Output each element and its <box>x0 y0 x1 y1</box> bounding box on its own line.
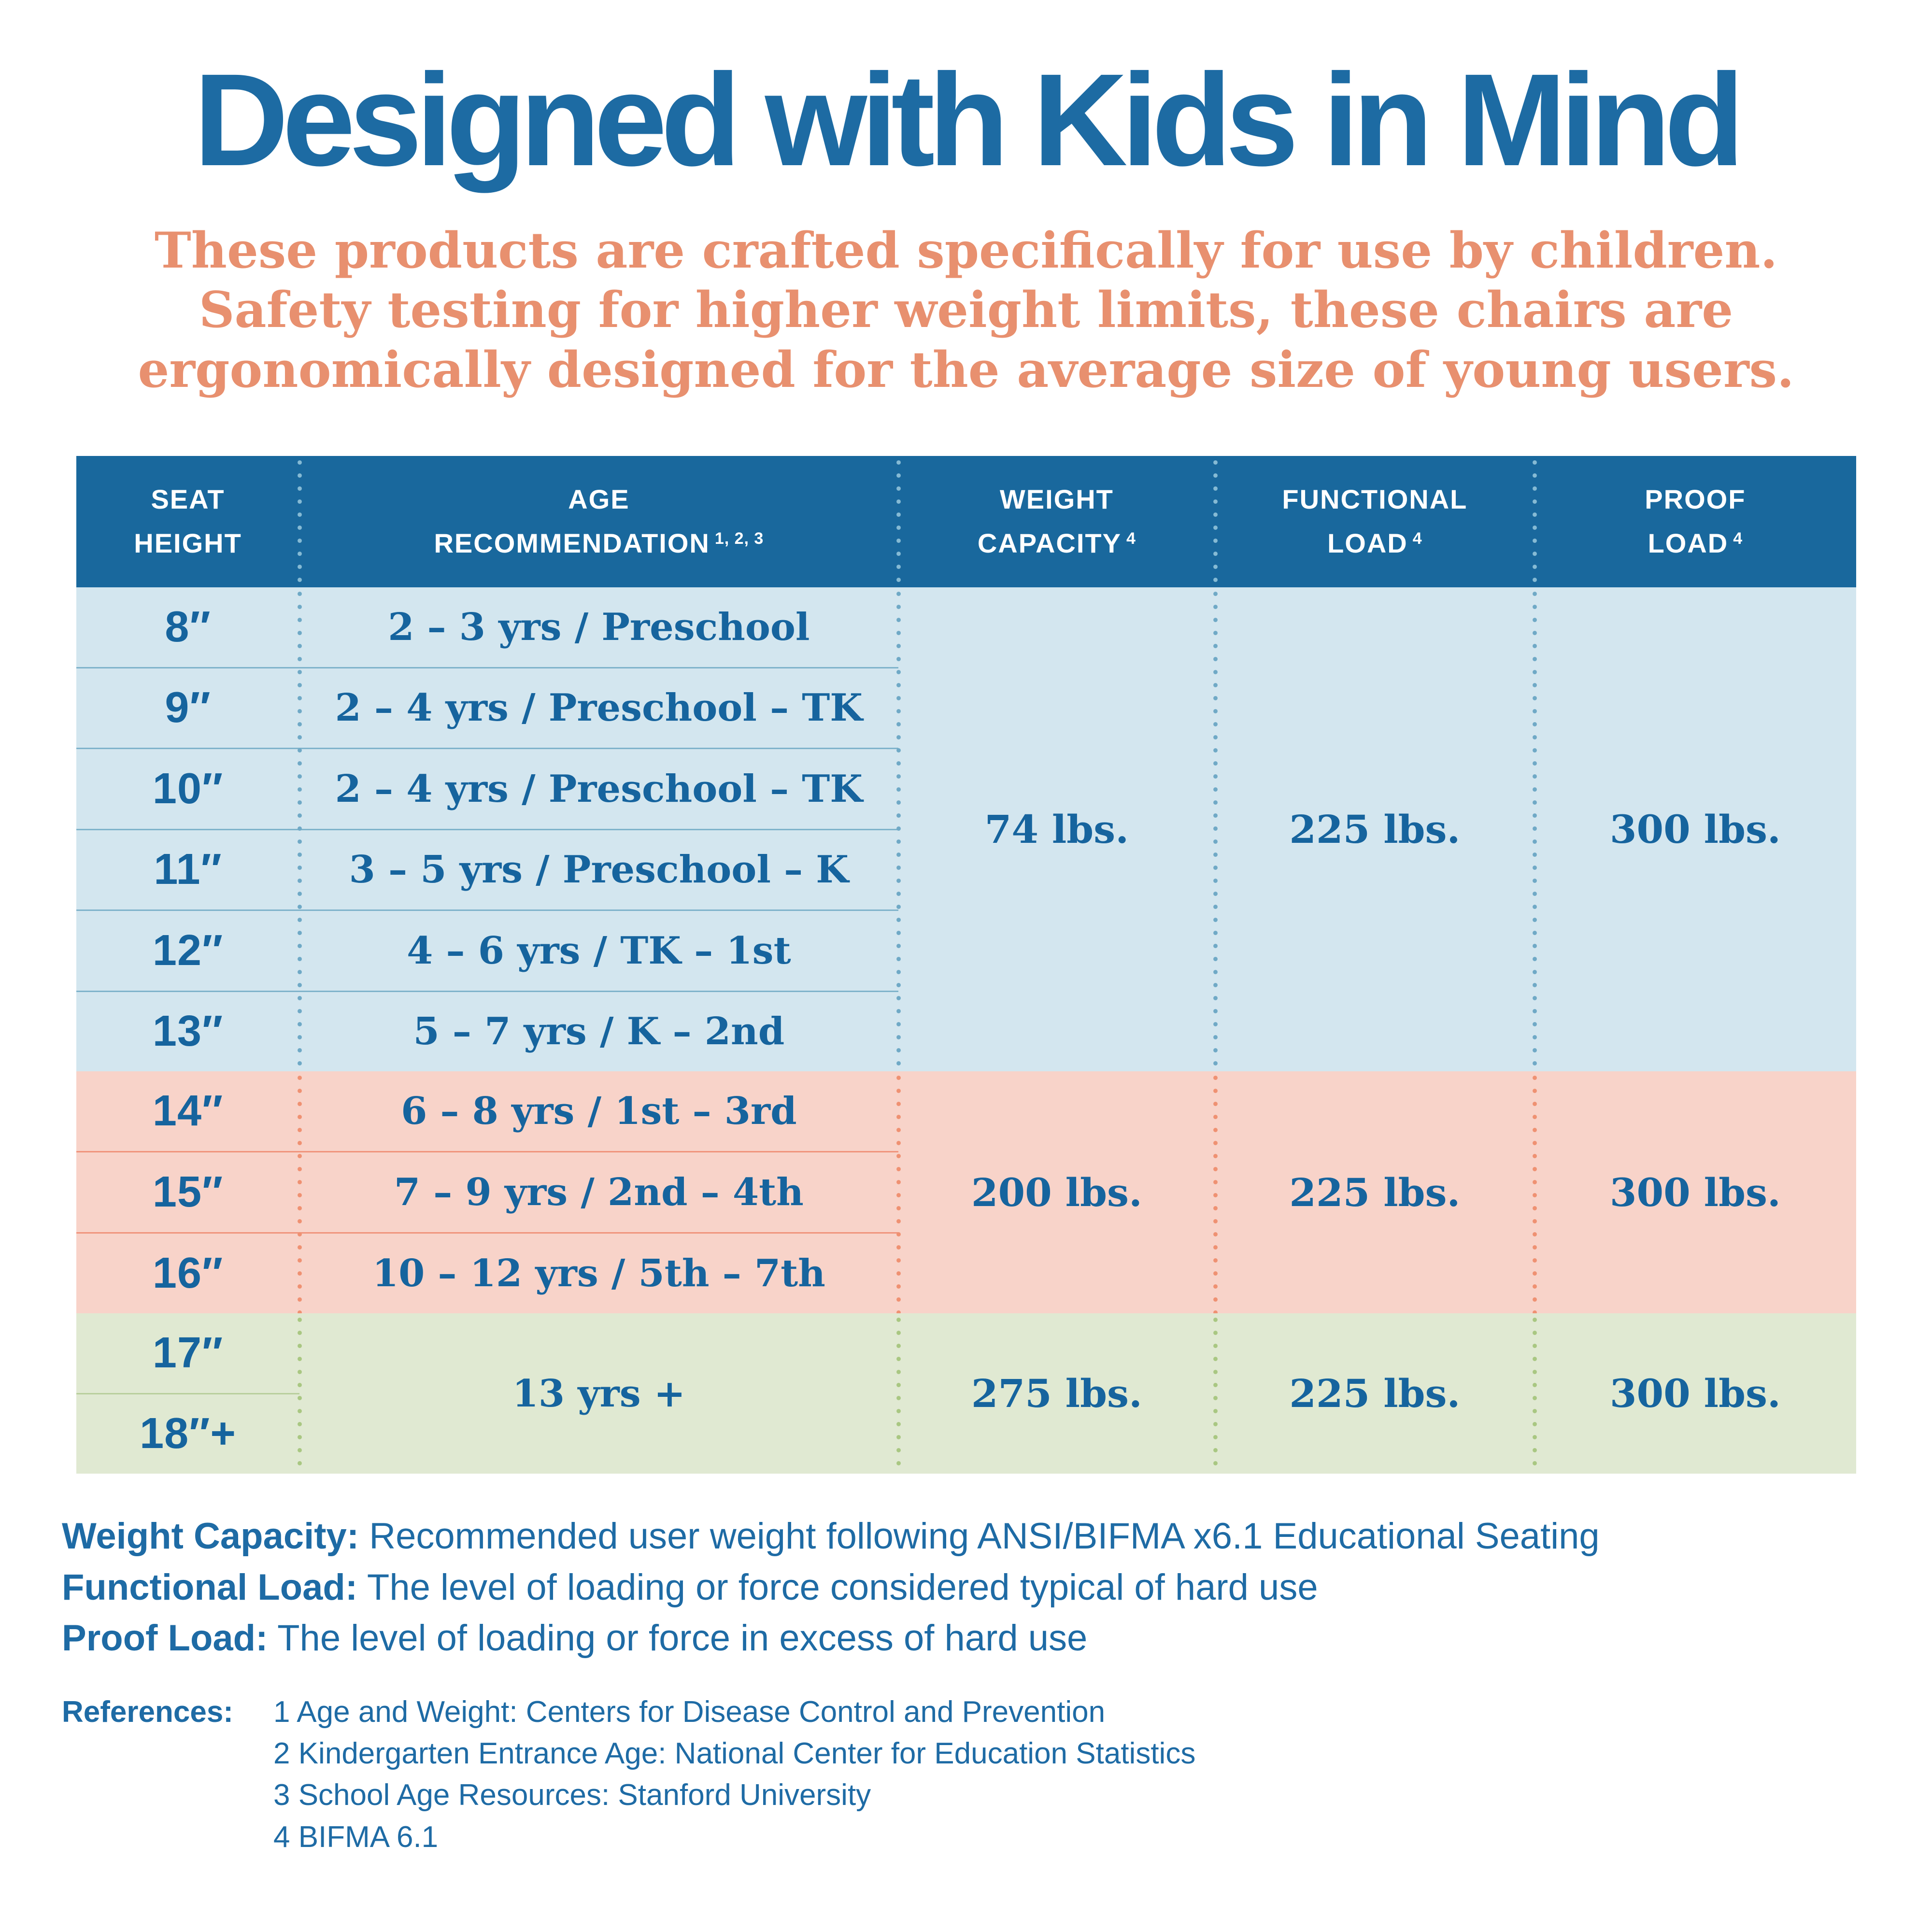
col-header-age-recommendation: AGE RECOMMENDATION 1, 2, 3 <box>434 484 764 558</box>
column-divider-dots <box>1532 1313 1537 1474</box>
page-subtitle: These products are crafted specifically … <box>0 221 1932 400</box>
reference-item: 1 Age and Weight: Centers for Disease Co… <box>273 1695 1106 1729</box>
seat-height-cell: 13″ <box>152 1007 224 1056</box>
weight-capacity-cell: 74 lbs. <box>984 807 1129 852</box>
definition-weight-capacity: Weight Capacity: Recommended user weight… <box>62 1516 1600 1557</box>
column-divider-dots <box>1532 456 1537 587</box>
weight-capacity-cell: 275 lbs. <box>971 1371 1142 1416</box>
seat-height-cell: 8″ <box>165 602 211 651</box>
references-block: References: 1 Age and Weight: Centers fo… <box>62 1691 1873 1858</box>
footnote-marker: 1, 2, 3 <box>714 529 764 548</box>
age-cell: 5 – 7 yrs / K – 2nd <box>413 1009 785 1054</box>
table-row: 13″ 5 – 7 yrs / K – 2nd <box>76 990 898 1072</box>
age-cell: 7 – 9 yrs / 2nd – 4th <box>394 1170 804 1214</box>
definition-functional-load: Functional Load: The level of loading or… <box>62 1566 1318 1608</box>
col-header-proof-load: PROOF LOAD 4 <box>1645 484 1746 558</box>
table-row: 14″ 6 – 8 yrs / 1st – 3rd <box>76 1071 898 1151</box>
subtitle-line: Safety testing for higher weight limits,… <box>199 281 1733 340</box>
table-header-row: SEAT HEIGHT AGE RECOMMENDATION 1, 2, 3 WE… <box>76 456 1856 587</box>
functional-load-cell: 225 lbs. <box>1289 1169 1461 1215</box>
age-cell: 2 – 4 yrs / Preschool – TK <box>335 767 863 811</box>
age-cell: 2 – 4 yrs / Preschool – TK <box>335 686 863 730</box>
column-divider-dots <box>1213 456 1218 587</box>
age-cell: 2 – 3 yrs / Preschool <box>388 605 810 649</box>
column-divider-dots <box>1532 587 1537 1071</box>
column-divider-dots <box>1532 1071 1537 1313</box>
column-divider-dots <box>896 1313 901 1474</box>
column-divider-dots <box>896 1071 901 1313</box>
table-row: 12″ 4 – 6 yrs / TK – 1st <box>76 909 898 991</box>
proof-load-cell: 300 lbs. <box>1609 1371 1781 1416</box>
col-header-seat-height: SEAT HEIGHT <box>134 484 242 558</box>
column-divider-dots <box>298 1313 302 1474</box>
footnote-marker: 4 <box>1412 529 1422 548</box>
table-row: 8″ 2 – 3 yrs / Preschool <box>76 587 898 667</box>
table-row: 11″ 3 – 5 yrs / Preschool – K <box>76 828 898 910</box>
age-cell: 6 – 8 yrs / 1st – 3rd <box>401 1089 797 1133</box>
footnote-marker: 4 <box>1126 529 1136 548</box>
seat-height-cell: 14″ <box>152 1087 224 1135</box>
group-1st-7th: 14″ 6 – 8 yrs / 1st – 3rd 15″ 7 – 9 yrs … <box>76 1071 1856 1313</box>
seat-height-cell: 16″ <box>152 1249 224 1297</box>
subtitle-line: ergonomically designed for the average s… <box>138 341 1794 399</box>
column-divider-dots <box>298 456 302 587</box>
column-divider-dots <box>298 1071 302 1313</box>
page-title: Designed with Kids in Mind <box>194 46 1745 193</box>
subtitle-line: These products are crafted specifically … <box>154 222 1778 280</box>
seat-height-cell: 18″+ <box>76 1392 300 1474</box>
column-divider-dots <box>1213 1313 1218 1474</box>
references-list: 1 Age and Weight: Centers for Disease Co… <box>273 1691 1195 1858</box>
column-divider-dots <box>1213 1071 1218 1313</box>
group-preschool-2nd: 8″ 2 – 3 yrs / Preschool 9″ 2 – 4 yrs / … <box>76 587 1856 1071</box>
table-row: 9″ 2 – 4 yrs / Preschool – TK <box>76 667 898 748</box>
age-cell: 4 – 6 yrs / TK – 1st <box>407 928 791 973</box>
col-header-weight-capacity: WEIGHT CAPACITY 4 <box>977 484 1136 558</box>
table-row: 16″ 10 – 12 yrs / 5th – 7th <box>76 1232 898 1313</box>
seat-height-cell: 12″ <box>152 926 224 975</box>
seat-height-cell: 15″ <box>152 1168 224 1216</box>
group-13-plus: 17″ 18″+ 13 yrs + 275 lbs. 225 lbs. 300 … <box>76 1313 1856 1474</box>
weight-capacity-cell: 200 lbs. <box>971 1169 1142 1215</box>
seat-height-cell: 17″ <box>152 1328 224 1377</box>
proof-load-cell: 300 lbs. <box>1609 807 1781 852</box>
table-row: 15″ 7 – 9 yrs / 2nd – 4th <box>76 1151 898 1232</box>
definition-proof-load: Proof Load: The level of loading or forc… <box>62 1618 1088 1659</box>
age-cell: 10 – 12 yrs / 5th – 7th <box>372 1251 825 1295</box>
col-header-functional-load: FUNCTIONAL LOAD 4 <box>1282 484 1468 558</box>
column-divider-dots <box>1213 587 1218 1071</box>
column-divider-dots <box>298 587 302 1071</box>
age-cell: 3 – 5 yrs / Preschool – K <box>349 848 849 892</box>
footnote-marker: 4 <box>1733 529 1743 548</box>
seat-height-cell: 11″ <box>154 845 222 894</box>
functional-load-cell: 225 lbs. <box>1289 1371 1461 1416</box>
column-divider-dots <box>896 456 901 587</box>
functional-load-cell: 225 lbs. <box>1289 807 1461 852</box>
reference-item: 4 BIFMA 6.1 <box>273 1820 439 1854</box>
column-divider-dots <box>896 587 901 1071</box>
spec-table: SEAT HEIGHT AGE RECOMMENDATION 1, 2, 3 WE… <box>76 456 1856 1474</box>
seat-height-cell: 9″ <box>165 683 211 732</box>
reference-item: 3 School Age Resources: Stanford Univers… <box>273 1778 871 1812</box>
age-cell-merged: 13 yrs + <box>512 1371 686 1416</box>
references-label: References: <box>62 1695 233 1729</box>
proof-load-cell: 300 lbs. <box>1609 1169 1781 1215</box>
definitions-block: Weight Capacity: Recommended user weight… <box>62 1511 1873 1664</box>
table-row: 10″ 2 – 4 yrs / Preschool – TK <box>76 748 898 829</box>
seat-height-cell: 10″ <box>152 764 224 813</box>
reference-item: 2 Kindergarten Entrance Age: National Ce… <box>273 1737 1196 1771</box>
